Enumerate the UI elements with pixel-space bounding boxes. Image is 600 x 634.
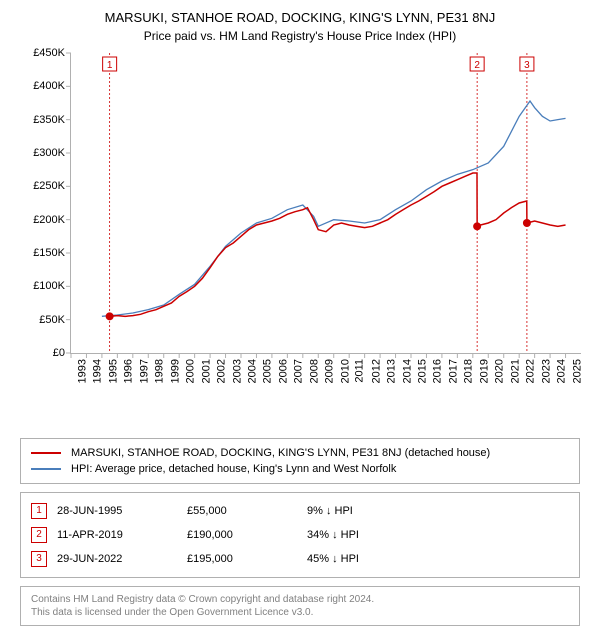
table-row: 3 29-JUN-2022 £195,000 45% ↓ HPI bbox=[31, 547, 569, 571]
x-axis-label: 2002 bbox=[216, 359, 228, 383]
page-subtitle: Price paid vs. HM Land Registry's House … bbox=[20, 29, 580, 43]
license: Contains HM Land Registry data © Crown c… bbox=[20, 586, 580, 626]
x-axis-label: 1999 bbox=[169, 359, 181, 383]
transaction-date: 28-JUN-1995 bbox=[57, 505, 177, 517]
svg-text:3: 3 bbox=[524, 60, 530, 71]
x-axis-label: 2020 bbox=[494, 359, 506, 383]
x-axis-label: 1997 bbox=[138, 359, 150, 383]
x-axis-label: 2008 bbox=[308, 359, 320, 383]
x-axis-label: 2017 bbox=[447, 359, 459, 383]
legend-swatch bbox=[31, 452, 61, 454]
transaction-date: 11-APR-2019 bbox=[57, 529, 177, 541]
x-axis-label: 2003 bbox=[231, 359, 243, 383]
y-axis-label: £50K bbox=[20, 314, 65, 326]
transaction-price: £195,000 bbox=[187, 553, 297, 565]
license-line: This data is licensed under the Open Gov… bbox=[31, 606, 569, 619]
x-axis-label: 2022 bbox=[525, 359, 537, 383]
x-axis-label: 2016 bbox=[432, 359, 444, 383]
x-axis-label: 2012 bbox=[370, 359, 382, 383]
legend: MARSUKI, STANHOE ROAD, DOCKING, KING'S L… bbox=[20, 438, 580, 484]
y-axis-label: £200K bbox=[20, 214, 65, 226]
table-row: 2 11-APR-2019 £190,000 34% ↓ HPI bbox=[31, 523, 569, 547]
x-axis-label: 2001 bbox=[200, 359, 212, 383]
x-axis-label: 2000 bbox=[185, 359, 197, 383]
x-axis-label: 2009 bbox=[324, 359, 336, 383]
x-axis-label: 2004 bbox=[246, 359, 258, 383]
transaction-badge: 2 bbox=[31, 527, 47, 543]
transaction-date: 29-JUN-2022 bbox=[57, 553, 177, 565]
table-row: 1 28-JUN-1995 £55,000 9% ↓ HPI bbox=[31, 499, 569, 523]
legend-label: MARSUKI, STANHOE ROAD, DOCKING, KING'S L… bbox=[71, 447, 490, 459]
transaction-price: £55,000 bbox=[187, 505, 297, 517]
transaction-badge: 1 bbox=[31, 503, 47, 519]
svg-text:1: 1 bbox=[107, 60, 113, 71]
x-axis-label: 2018 bbox=[463, 359, 475, 383]
x-axis-label: 2007 bbox=[293, 359, 305, 383]
y-axis-label: £350K bbox=[20, 114, 65, 126]
transaction-marker bbox=[473, 222, 481, 230]
license-line: Contains HM Land Registry data © Crown c… bbox=[31, 593, 569, 606]
x-axis-label: 1995 bbox=[107, 359, 119, 383]
plot-area: 1 2 3 bbox=[70, 53, 581, 354]
legend-label: HPI: Average price, detached house, King… bbox=[71, 463, 396, 475]
y-axis-label: £100K bbox=[20, 280, 65, 292]
x-axis-label: 2013 bbox=[386, 359, 398, 383]
x-axis-label: 1996 bbox=[123, 359, 135, 383]
legend-swatch bbox=[31, 468, 61, 470]
transaction-hpi: 34% ↓ HPI bbox=[307, 529, 569, 541]
y-axis-label: £250K bbox=[20, 180, 65, 192]
price-chart: 1 2 3 £0 £50K £100K £150K £200K £250K £300K £350K… bbox=[20, 53, 580, 398]
legend-item: HPI: Average price, detached house, King… bbox=[31, 461, 569, 477]
x-axis-label: 1994 bbox=[92, 359, 104, 383]
x-axis-label: 2025 bbox=[571, 359, 583, 383]
page-title: MARSUKI, STANHOE ROAD, DOCKING, KING'S L… bbox=[20, 10, 580, 25]
x-axis-label: 1998 bbox=[154, 359, 166, 383]
x-axis-label: 2010 bbox=[339, 359, 351, 383]
transaction-marker bbox=[523, 219, 531, 227]
x-axis-label: 2011 bbox=[354, 359, 366, 383]
y-axis-label: £400K bbox=[20, 80, 65, 92]
x-axis-label: 2014 bbox=[401, 359, 413, 383]
x-axis-label: 2023 bbox=[540, 359, 552, 383]
transaction-hpi: 9% ↓ HPI bbox=[307, 505, 569, 517]
svg-text:2: 2 bbox=[474, 60, 480, 71]
x-axis-label: 2019 bbox=[478, 359, 490, 383]
x-axis-label: 2015 bbox=[416, 359, 428, 383]
transaction-marker bbox=[106, 312, 114, 320]
x-axis-label: 1993 bbox=[76, 359, 88, 383]
legend-item: MARSUKI, STANHOE ROAD, DOCKING, KING'S L… bbox=[31, 445, 569, 461]
series-line bbox=[102, 101, 566, 316]
y-axis-label: £150K bbox=[20, 247, 65, 259]
transaction-hpi: 45% ↓ HPI bbox=[307, 553, 569, 565]
y-axis-label: £0 bbox=[20, 347, 65, 359]
y-axis-label: £450K bbox=[20, 47, 65, 59]
y-axis-label: £300K bbox=[20, 147, 65, 159]
transaction-badge: 3 bbox=[31, 551, 47, 567]
x-axis-label: 2021 bbox=[509, 359, 521, 383]
x-axis-label: 2006 bbox=[277, 359, 289, 383]
transaction-price: £190,000 bbox=[187, 529, 297, 541]
x-axis-label: 2024 bbox=[556, 359, 568, 383]
x-axis-label: 2005 bbox=[262, 359, 274, 383]
transactions-table: 1 28-JUN-1995 £55,000 9% ↓ HPI 2 11-APR-2019 £… bbox=[20, 492, 580, 578]
